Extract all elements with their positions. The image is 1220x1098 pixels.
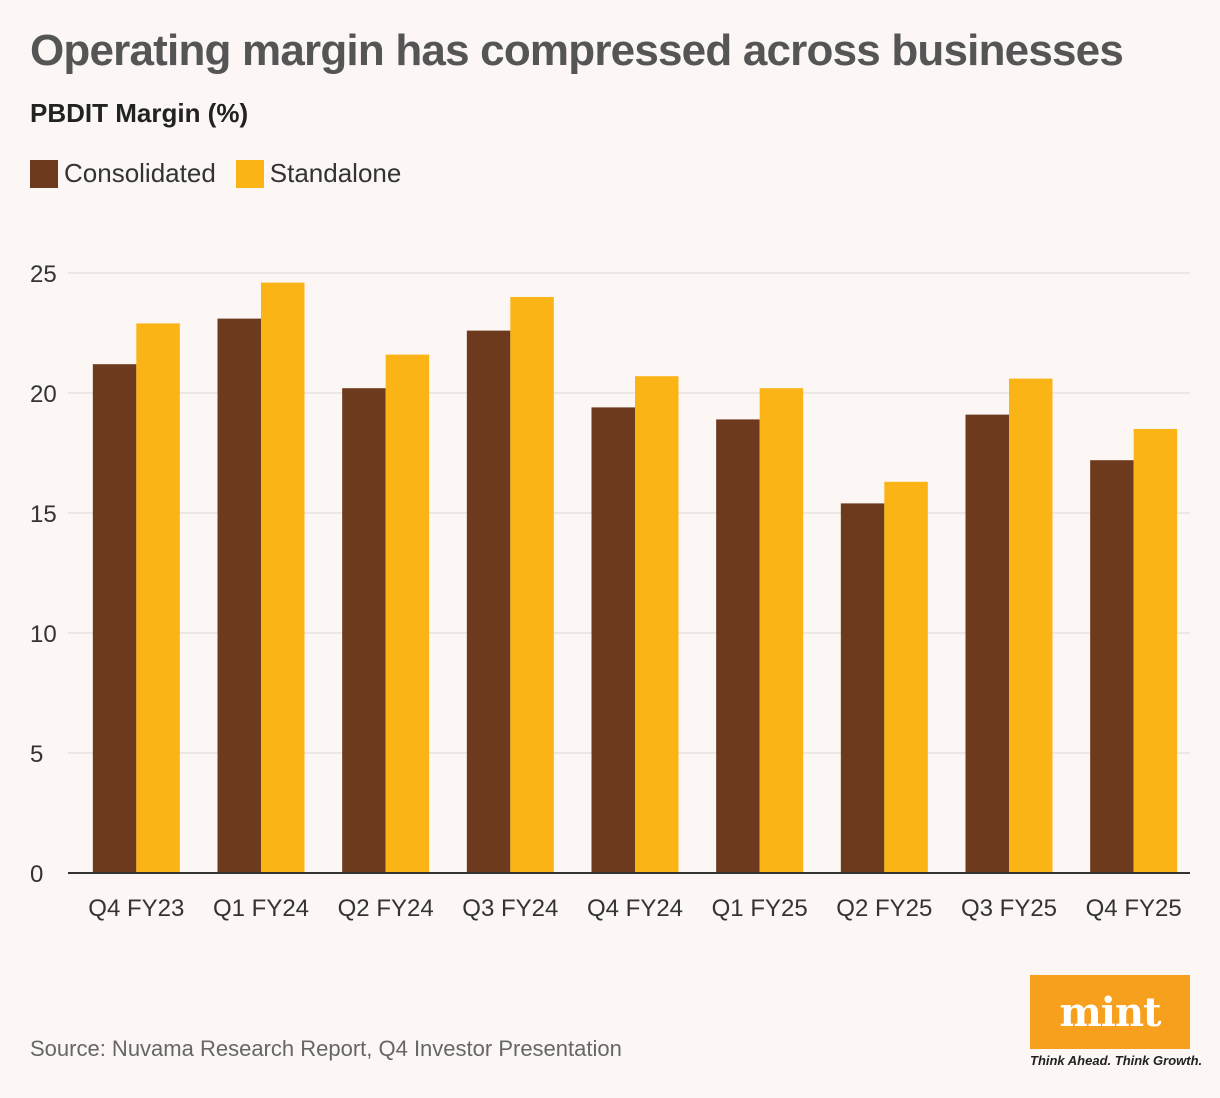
- y-tick-label: 15: [30, 501, 57, 528]
- x-tick-label: Q2 FY24: [338, 895, 434, 922]
- legend-swatch-consolidated: [30, 159, 58, 188]
- legend-swatch-standalone: [235, 159, 264, 188]
- x-tick-label: Q2 FY25: [836, 895, 932, 922]
- x-tick-label: Q1 FY24: [213, 895, 309, 922]
- bar-standalone-q4-fy25: [1133, 429, 1178, 873]
- bar-consolidated-q2-fy24: [342, 388, 386, 873]
- bar-consolidated-q4-fy23: [92, 364, 137, 873]
- bar-standalone-q1-fy25: [759, 388, 804, 873]
- bar-standalone-q4-fy23: [136, 323, 180, 873]
- bar-consolidated-q4-fy25: [1090, 460, 1134, 873]
- legend-item-consolidated: Consolidated: [30, 158, 216, 189]
- y-tick-label: 0: [30, 861, 43, 888]
- mint-logo: mint Think Ahead. Think Growth.: [1030, 975, 1203, 1068]
- bar-consolidated-q3-fy25: [965, 414, 1009, 873]
- bar-consolidated-q4-fy24: [591, 407, 635, 873]
- bar-standalone-q3-fy25: [1009, 378, 1053, 873]
- legend: Consolidated Standalone: [30, 158, 421, 189]
- bar-chart: 0 5 10 15 20 25 Q4 FY23 Q1 FY24 Q2 FY24 Q3 FY24 Q4…: [30, 261, 1190, 922]
- y-tick-label: 25: [30, 261, 57, 288]
- bars: [92, 282, 1178, 874]
- y-tick-label: 10: [30, 621, 57, 648]
- bar-consolidated-q2-fy25: [840, 503, 885, 873]
- bar-standalone-q2-fy25: [884, 481, 928, 873]
- mint-tagline: Think Ahead. Think Growth.: [1030, 1053, 1203, 1068]
- bar-standalone-q3-fy24: [510, 297, 554, 873]
- x-tick-label: Q4 FY24: [587, 895, 683, 922]
- legend-label-consolidated: Consolidated: [64, 158, 216, 188]
- chart-subtitle: PBDIT Margin (%): [30, 98, 249, 128]
- axis-labels: 0 5 10 15 20 25 Q4 FY23 Q1 FY24 Q2 FY24 Q3 FY24 Q4…: [30, 261, 1182, 922]
- mint-logo-box: mint: [1030, 975, 1190, 1049]
- source-note: Source: Nuvama Research Report, Q4 Inves…: [30, 1036, 622, 1061]
- x-tick-label: Q4 FY25: [1086, 895, 1182, 922]
- bar-consolidated-q3-fy24: [466, 330, 511, 874]
- bar-standalone-q4-fy24: [635, 376, 679, 873]
- x-tick-label: Q1 FY25: [712, 895, 808, 922]
- bar-consolidated-q1-fy25: [716, 419, 760, 873]
- y-tick-label: 20: [30, 381, 57, 408]
- x-tick-label: Q4 FY23: [88, 895, 184, 922]
- y-tick-label: 5: [30, 741, 43, 768]
- x-tick-label: Q3 FY24: [462, 895, 558, 922]
- legend-item-standalone: Standalone: [235, 158, 402, 189]
- mint-logo-text: mint: [1059, 988, 1161, 1036]
- bar-consolidated-q1-fy24: [217, 318, 261, 874]
- x-tick-label: Q3 FY25: [961, 895, 1057, 922]
- bar-standalone-q2-fy24: [385, 354, 430, 874]
- chart-title: Operating margin has compressed across b…: [30, 26, 1124, 75]
- legend-label-standalone: Standalone: [269, 158, 402, 188]
- bar-standalone-q1-fy24: [261, 282, 305, 874]
